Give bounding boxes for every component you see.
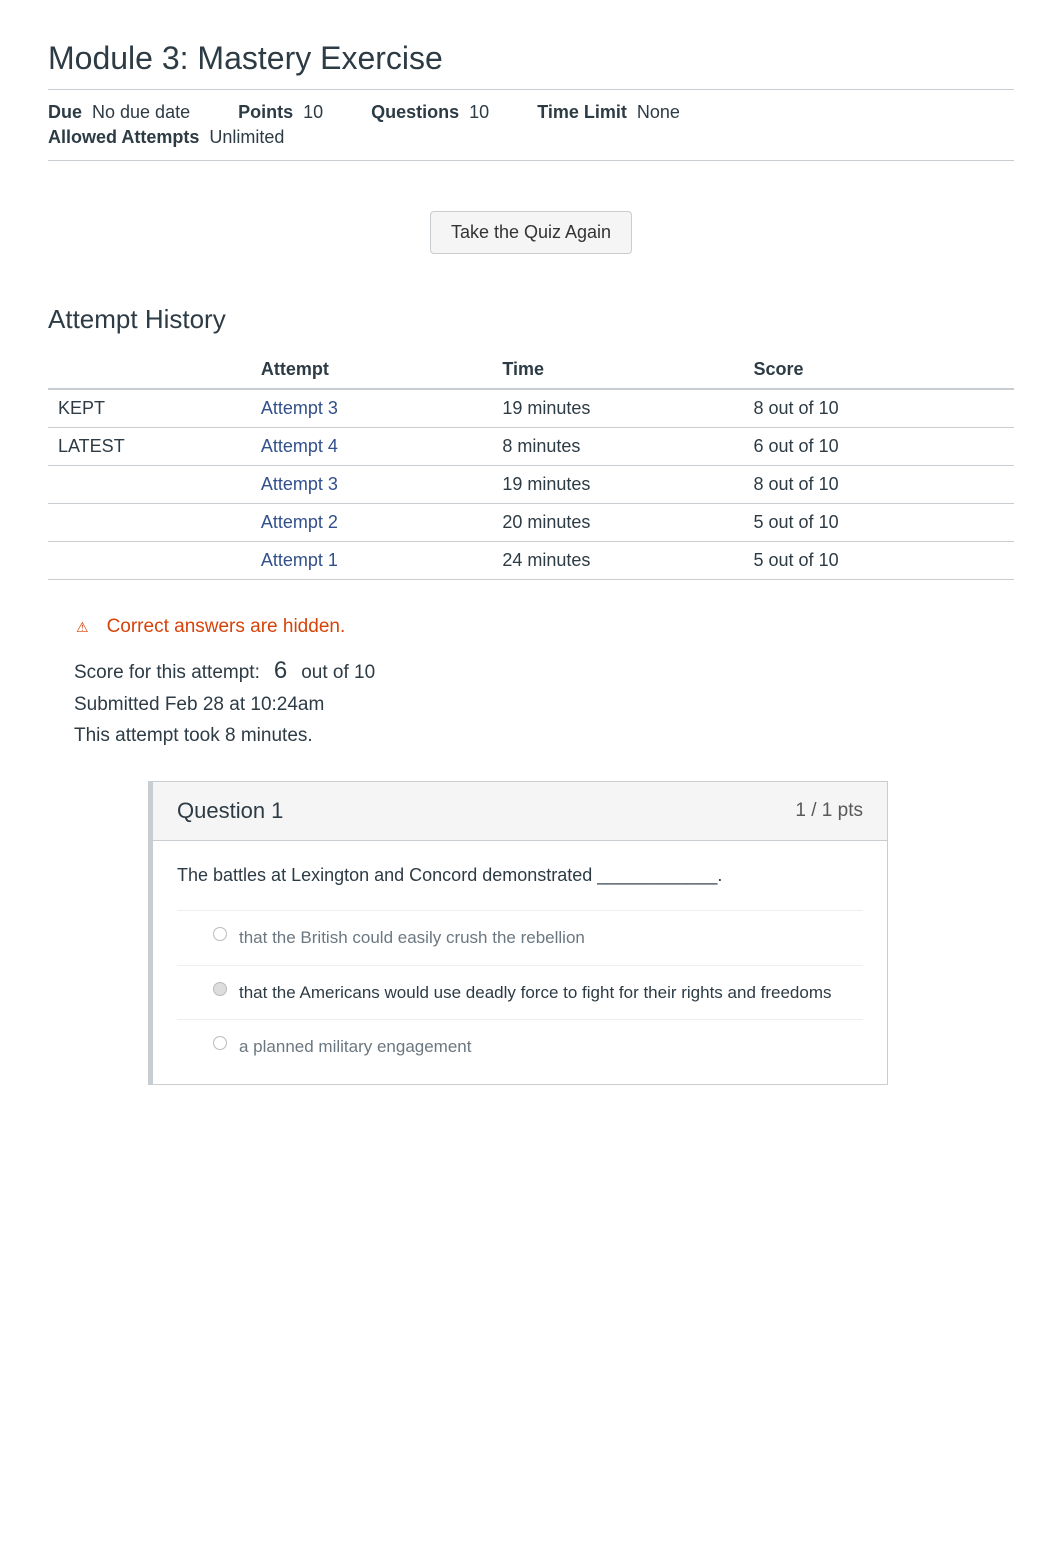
meta-due: Due No due date [48,102,190,123]
attempt-link[interactable]: Attempt 4 [261,436,338,456]
attempt-link[interactable]: Attempt 3 [261,398,338,418]
answer-option: that the Americans would use deadly forc… [177,965,863,1020]
row-score: 5 out of 10 [744,542,1014,580]
col-time: Time [492,351,743,389]
meta-points-value: 10 [303,102,323,123]
table-row: Attempt 3 19 minutes 8 out of 10 [48,466,1014,504]
question-card: Question 1 1 / 1 pts The battles at Lexi… [148,781,888,1085]
row-score: 8 out of 10 [744,466,1014,504]
question-title: Question 1 [177,798,283,824]
divider [48,89,1014,90]
row-time: 20 minutes [492,504,743,542]
col-score: Score [744,351,1014,389]
table-row: KEPT Attempt 3 19 minutes 8 out of 10 [48,389,1014,428]
attempt-link[interactable]: Attempt 3 [261,474,338,494]
divider [48,160,1014,161]
answer-text: a planned military engagement [239,1034,853,1060]
attempt-history-table: Attempt Time Score KEPT Attempt 3 19 min… [48,351,1014,580]
row-score: 8 out of 10 [744,389,1014,428]
score-value: 6 [274,652,287,690]
table-row: Attempt 2 20 minutes 5 out of 10 [48,504,1014,542]
meta-questions: Questions 10 [371,102,489,123]
row-tag [48,466,251,504]
col-attempt: Attempt [251,351,493,389]
take-quiz-again-button[interactable]: Take the Quiz Again [430,211,632,254]
row-tag [48,504,251,542]
question-text: The battles at Lexington and Concord dem… [177,865,863,886]
row-score: 5 out of 10 [744,504,1014,542]
hidden-answers-text: Correct answers are hidden. [107,616,346,638]
row-tag: KEPT [48,389,251,428]
score-out-of: out of 10 [301,658,375,688]
question-points: 1 / 1 pts [795,800,863,822]
meta-due-label: Due [48,102,82,123]
attempt-link[interactable]: Attempt 2 [261,512,338,532]
row-time: 8 minutes [492,428,743,466]
hidden-answers-notice: ⚠ Correct answers are hidden. [76,616,1014,638]
quiz-meta: Due No due date Points 10 Questions 10 T… [48,102,1014,148]
duration-text: This attempt took 8 minutes. [74,721,1014,751]
answer-text: that the British could easily crush the … [239,925,853,951]
meta-due-value: No due date [92,102,190,123]
row-score: 6 out of 10 [744,428,1014,466]
meta-questions-label: Questions [371,102,459,123]
warning-icon: ⚠ [76,619,89,636]
row-time: 19 minutes [492,466,743,504]
table-row: LATEST Attempt 4 8 minutes 6 out of 10 [48,428,1014,466]
radio-icon [213,982,227,996]
score-info: Score for this attempt: 6 out of 10 Subm… [74,652,1014,751]
meta-time-limit-value: None [637,102,680,123]
question-header: Question 1 1 / 1 pts [153,782,887,841]
page-title: Module 3: Mastery Exercise [48,40,1014,77]
radio-icon [213,927,227,941]
meta-allowed-attempts: Allowed Attempts Unlimited [48,127,284,148]
table-row: Attempt 1 24 minutes 5 out of 10 [48,542,1014,580]
attempt-link[interactable]: Attempt 1 [261,550,338,570]
meta-questions-value: 10 [469,102,489,123]
answer-option: a planned military engagement [177,1019,863,1074]
answer-option: that the British could easily crush the … [177,910,863,965]
row-tag: LATEST [48,428,251,466]
meta-time-limit-label: Time Limit [537,102,627,123]
meta-time-limit: Time Limit None [537,102,680,123]
score-label: Score for this attempt: [74,658,260,688]
question-body: The battles at Lexington and Concord dem… [153,841,887,1084]
meta-allowed-attempts-value: Unlimited [209,127,284,148]
col-blank [48,351,251,389]
row-time: 24 minutes [492,542,743,580]
radio-icon [213,1036,227,1050]
row-tag [48,542,251,580]
row-time: 19 minutes [492,389,743,428]
submitted-text: Submitted Feb 28 at 10:24am [74,690,1014,720]
meta-allowed-attempts-label: Allowed Attempts [48,127,199,148]
answer-text: that the Americans would use deadly forc… [239,980,853,1006]
meta-points-label: Points [238,102,293,123]
attempt-history-heading: Attempt History [48,304,1014,335]
meta-points: Points 10 [238,102,323,123]
